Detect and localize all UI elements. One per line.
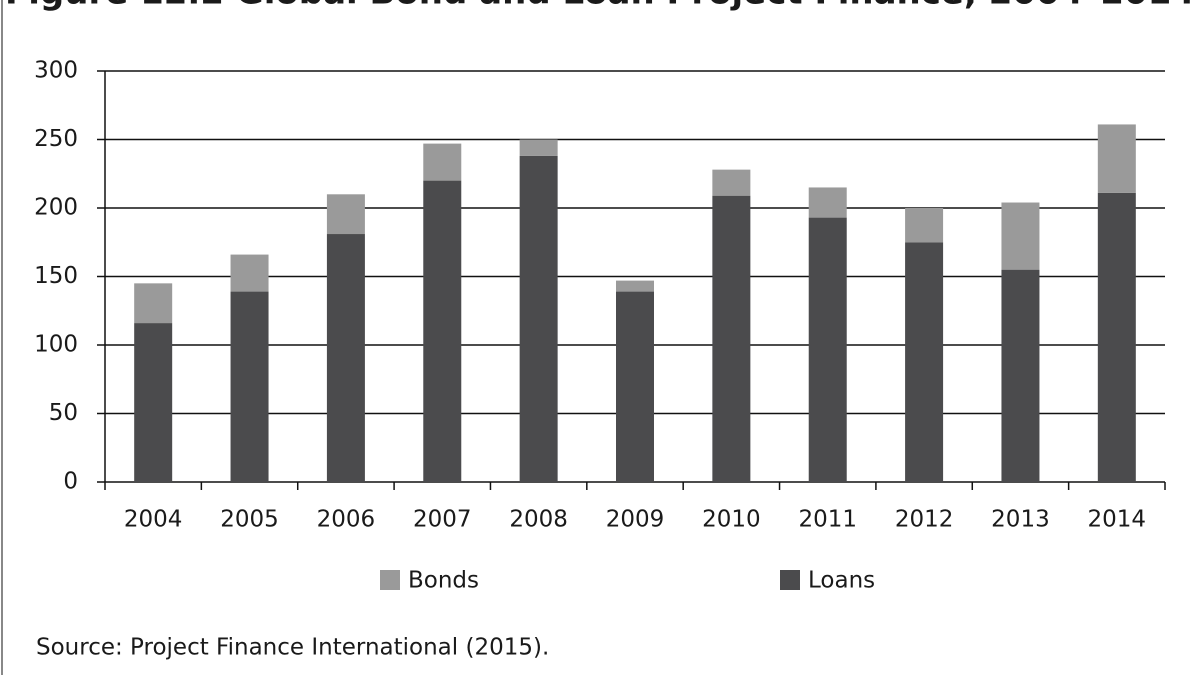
bar-segment bbox=[519, 155, 558, 482]
bar-segment bbox=[326, 194, 365, 235]
x-tick-label: 2007 bbox=[413, 507, 472, 533]
source-note: Source: Project Finance International (2… bbox=[36, 635, 549, 661]
chart-title: Figure 12.2 Global Bond and Loan Project… bbox=[5, 0, 1195, 13]
x-tick-label: 2013 bbox=[991, 507, 1050, 533]
bar-segment bbox=[1001, 269, 1040, 482]
x-tick-label: 2010 bbox=[702, 507, 761, 533]
bar-segment bbox=[616, 280, 654, 292]
bar-segment bbox=[423, 180, 462, 482]
legend-swatch bbox=[380, 570, 400, 590]
x-tick-label: 2005 bbox=[220, 507, 279, 533]
bar-segment bbox=[134, 283, 173, 324]
x-tick-label: 2008 bbox=[509, 507, 568, 533]
x-tick-label: 2009 bbox=[606, 507, 665, 533]
bar-segment bbox=[712, 169, 751, 196]
bar-segment bbox=[905, 242, 944, 482]
y-tick-label: 50 bbox=[49, 400, 78, 426]
bar-segment bbox=[808, 187, 847, 218]
bar-segment bbox=[1097, 124, 1136, 193]
bar-segment bbox=[326, 234, 365, 482]
y-tick-label: 100 bbox=[34, 332, 78, 358]
bar-segment bbox=[712, 195, 751, 483]
bar-segment bbox=[230, 291, 269, 482]
x-tick-label: 2011 bbox=[798, 507, 857, 533]
bar-segment bbox=[230, 254, 269, 292]
y-tick-label: 150 bbox=[34, 263, 78, 289]
bar-segment bbox=[808, 217, 847, 482]
legend-label: Loans bbox=[808, 568, 875, 594]
bar-segment bbox=[423, 143, 462, 181]
legend-swatch bbox=[780, 570, 800, 590]
bar-segment bbox=[519, 139, 558, 156]
bar-segment bbox=[1001, 202, 1040, 270]
bar-segment bbox=[134, 323, 173, 482]
bar-segment bbox=[616, 291, 654, 482]
x-tick-label: 2012 bbox=[895, 507, 954, 533]
x-tick-label: 2006 bbox=[317, 507, 376, 533]
y-tick-label: 0 bbox=[63, 469, 78, 495]
x-tick-label: 2004 bbox=[124, 507, 183, 533]
legend-label: Bonds bbox=[408, 568, 479, 594]
bar-segment bbox=[905, 208, 944, 243]
y-tick-label: 250 bbox=[34, 126, 78, 152]
bar-segment bbox=[1097, 192, 1136, 482]
y-tick-label: 200 bbox=[34, 195, 78, 221]
y-tick-label: 300 bbox=[34, 58, 78, 84]
x-tick-label: 2014 bbox=[1088, 507, 1147, 533]
